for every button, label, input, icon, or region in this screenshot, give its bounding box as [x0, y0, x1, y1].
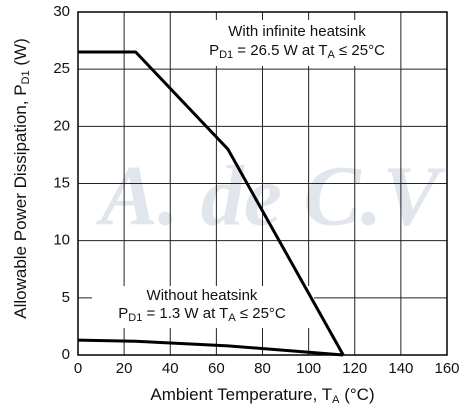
annotation-part: A [328, 49, 336, 61]
annotation-bg [196, 20, 396, 66]
y-tick-label: 20 [53, 117, 70, 134]
x-tick-label: 80 [254, 360, 271, 377]
y-axis-label-part: (W) [11, 38, 30, 70]
x-tick-label: 100 [296, 360, 321, 377]
annotation-part: D1 [219, 49, 233, 61]
x-tick-label: 0 [74, 360, 82, 377]
annotation-part: ≤ 25°C [335, 42, 385, 59]
annotation-part: P [209, 42, 219, 59]
series-line [78, 50, 345, 356]
y-tick-label: 25 [53, 60, 70, 77]
x-tick-label: 40 [162, 360, 179, 377]
x-tick-label: 160 [434, 360, 459, 377]
annotation: PD1 = 26.5 W at TA ≤ 25°C [209, 42, 385, 61]
y-tick-label: 10 [53, 232, 70, 249]
y-axis-label-part: Allowable Power Dissipation, P [11, 84, 30, 318]
y-tick-label: 0 [62, 346, 70, 363]
annotation-part: = 26.5 W at T [233, 42, 327, 59]
plot-frame [77, 11, 448, 356]
annotation-bg [92, 286, 314, 328]
y-axis-label: Allowable Power Dissipation, PD1 (W) [11, 38, 31, 319]
annotation-part: ≤ 25°C [236, 305, 286, 322]
x-axis-label-part: A [332, 394, 340, 406]
x-tick-label: 20 [116, 360, 133, 377]
x-tick-label: 140 [388, 360, 413, 377]
y-tick-label: 15 [53, 174, 70, 191]
annotation-part: A [228, 312, 236, 324]
x-tick-label: 120 [342, 360, 367, 377]
y-tick-label: 30 [53, 3, 70, 20]
legend-label: With infinite heatsink [228, 23, 366, 40]
annotation-part: P [118, 305, 128, 322]
y-tick-label: 5 [62, 289, 70, 306]
watermark: A. de C.V [95, 148, 446, 244]
x-axis-label-part: Ambient Temperature, T [150, 385, 332, 404]
annotation-part: D1 [128, 312, 142, 324]
annotation-part: = 1.3 W at T [142, 305, 228, 322]
x-axis-label-part: (°C) [339, 385, 374, 404]
series-line [77, 338, 344, 357]
x-tick-label: 60 [208, 360, 225, 377]
y-axis-label-part: D1 [20, 70, 32, 84]
legend-label: Without heatsink [147, 287, 258, 304]
x-axis-label: Ambient Temperature, TA (°C) [150, 385, 374, 405]
annotation: PD1 = 1.3 W at TA ≤ 25°C [118, 305, 286, 324]
